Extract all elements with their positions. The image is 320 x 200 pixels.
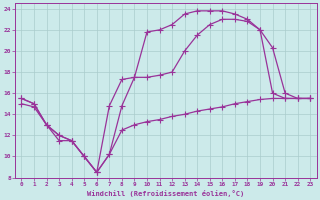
X-axis label: Windchill (Refroidissement éolien,°C): Windchill (Refroidissement éolien,°C) [87,190,244,197]
